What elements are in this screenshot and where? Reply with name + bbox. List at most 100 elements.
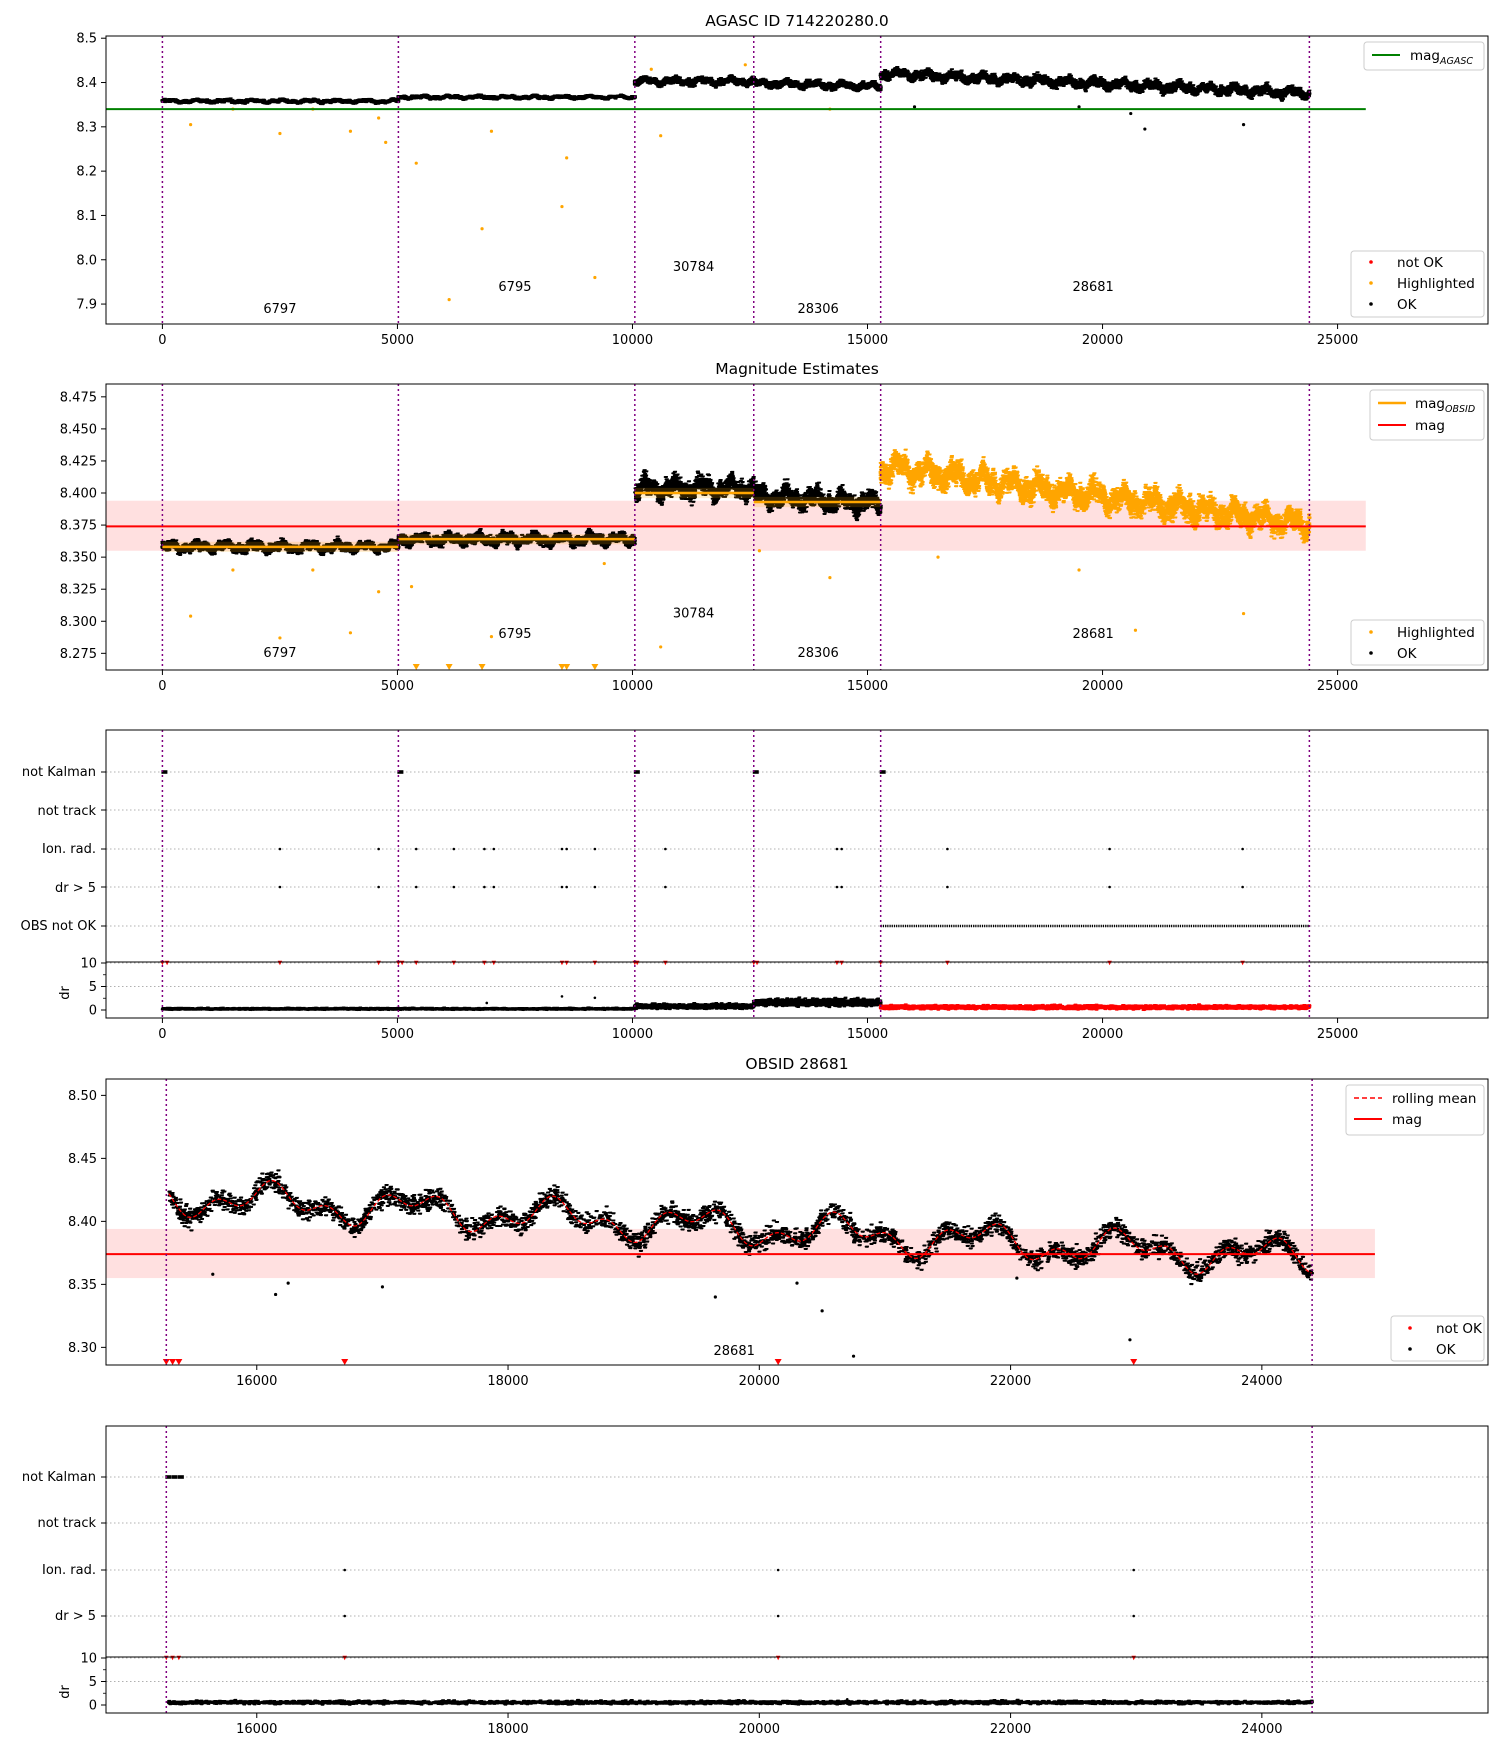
legend-entry-mag-agasc: magAGASC — [1410, 48, 1473, 67]
y-tick-label: 8.0 — [76, 253, 97, 268]
dr-gt5-mark — [452, 885, 456, 889]
ion-rad-mark — [452, 847, 456, 851]
dr-spike-point — [560, 995, 564, 998]
ok-point — [851, 1354, 856, 1358]
dr-axis-label: dr — [58, 1685, 73, 1699]
ion-rad-mark — [1241, 847, 1244, 851]
agasc-obsid-labels: 6797 6795 30784 28306 28681 — [263, 260, 1113, 317]
agasc-obsid-label: 28306 — [797, 302, 838, 317]
legend-entry-rolling-mean: rolling mean — [1392, 1091, 1476, 1107]
y-tick-label: 8.275 — [60, 647, 97, 662]
highlighted-point — [447, 298, 451, 302]
not-kalman-mark — [397, 770, 404, 774]
agasc-legend-line: magAGASC — [1363, 41, 1485, 71]
estimates-obsid-label: 6795 — [498, 627, 531, 642]
magnitude-estimates-panel: Magnitude Estimates 6797 6795 30784 2830… — [263, 360, 1113, 661]
x-tick-label: 10000 — [612, 333, 653, 348]
not-kalman-mark — [177, 1475, 184, 1479]
estimates-legend-lines: magOBSID mag — [1369, 389, 1485, 441]
dr-spike-point — [485, 1001, 489, 1005]
x-tick-label: 5000 — [381, 333, 414, 348]
agasc-axes: 0 5000 10000 15000 20000 25000 7.9 8.0 8.1 8.2 8.3… — [76, 32, 1489, 348]
y-tick-label: 8.30 — [68, 1341, 97, 1356]
highlighted-point — [560, 204, 564, 209]
flag-label: OBS not OK — [21, 919, 97, 934]
flag-label: not track — [37, 804, 96, 819]
not-kalman-mark — [633, 770, 640, 774]
y-tick-label: 7.9 — [76, 298, 97, 313]
flags-panel-all: not Kalman not track Ion. rad. dr > 5 OB… — [21, 765, 97, 1000]
ok-point — [274, 1292, 278, 1297]
ok-point — [380, 1285, 384, 1289]
highlighted-point — [1133, 628, 1138, 632]
ion-rad-mark — [1108, 847, 1111, 851]
ion-rad-mark — [946, 847, 949, 851]
legend-entry-mag-obsid: magOBSID — [1415, 396, 1475, 415]
agasc-plot-area — [106, 36, 1366, 324]
flag-label: not track — [37, 1516, 96, 1531]
y-tick-label: 8.425 — [60, 454, 97, 469]
dr-gt5-mark — [593, 885, 597, 889]
y-tick-label: 8.300 — [60, 615, 97, 630]
flags-axes: 0 5 10 16000 18000 20000 22000 24000 — [80, 1425, 1489, 1737]
ion-rad-mark — [565, 847, 568, 851]
dr-points — [878, 1003, 1312, 1012]
ion-rad-mark — [835, 847, 839, 851]
x-tick-label: 15000 — [847, 333, 888, 348]
estimates-obsid-label: 6797 — [263, 646, 296, 661]
legend-entry-ok: OK — [1397, 297, 1418, 313]
flag-label: dr > 5 — [55, 881, 96, 896]
highlighted-point — [936, 555, 940, 559]
highlighted-point — [565, 156, 569, 160]
dr-spike-point — [845, 1698, 849, 1701]
ok-points — [633, 469, 756, 507]
estimates-legend-points: Highlighted OK — [1350, 619, 1485, 666]
not-ok-marker — [175, 1359, 183, 1365]
estimates-plot-area — [106, 384, 1366, 670]
dr-gt5-mark — [835, 885, 839, 889]
highlighted-point — [593, 275, 597, 280]
y-tick-label: 8.45 — [68, 1152, 97, 1167]
axes-frame — [105, 729, 1489, 1019]
ok-point — [912, 105, 917, 109]
y-tick-label: 8.5 — [76, 32, 97, 47]
ok-point — [713, 1295, 717, 1299]
ion-rad-mark — [343, 1568, 347, 1572]
flag-label: dr > 5 — [55, 1609, 96, 1624]
obsid-labels: 28681 — [714, 1344, 755, 1359]
dr-axis-label: dr — [58, 986, 73, 1000]
highlighted-point — [231, 568, 235, 572]
highlighted-point — [659, 645, 663, 649]
estimates-obsid-label: 28681 — [1072, 627, 1113, 642]
x-tick-label: 20000 — [1082, 333, 1123, 348]
dr-gt5-mark — [560, 885, 564, 889]
highlighted-point — [489, 635, 494, 639]
legend-entry-highlighted: Highlighted — [1397, 276, 1475, 292]
x-tick-label: 5000 — [381, 679, 414, 694]
estimates-axes: 0 5000 10000 15000 20000 25000 8.275 8.300 8.325… — [60, 383, 1489, 694]
dr-gt5-mark — [414, 885, 418, 889]
ion-rad-mark — [560, 847, 564, 851]
x-tick-label: 5000 — [381, 1027, 414, 1042]
ion-rad-mark — [1132, 1568, 1136, 1572]
highlighted-point — [189, 123, 193, 127]
dr-points — [632, 1002, 756, 1011]
legend-entry-mag: mag — [1392, 1112, 1422, 1128]
x-tick-label: 24000 — [1241, 1722, 1282, 1737]
legend-entry-not-ok: not OK — [1397, 255, 1444, 271]
ok-points — [396, 93, 637, 102]
flag-label: not Kalman — [22, 1470, 96, 1485]
highlighted-point — [377, 116, 381, 120]
x-tick-label: 20000 — [739, 1374, 780, 1389]
dr-spike-point — [593, 996, 597, 1000]
x-tick-label: 25000 — [1317, 333, 1358, 348]
highlighted-point — [278, 131, 282, 136]
ok-points — [751, 77, 883, 93]
obsid-legend-lines: rolling mean mag — [1345, 1084, 1485, 1136]
dr-gt5-mark — [278, 885, 282, 889]
ok-point — [211, 1272, 215, 1276]
not-kalman-mark — [752, 770, 759, 774]
obsid-label: 28681 — [714, 1344, 755, 1359]
dr-gt5-mark — [492, 885, 496, 889]
